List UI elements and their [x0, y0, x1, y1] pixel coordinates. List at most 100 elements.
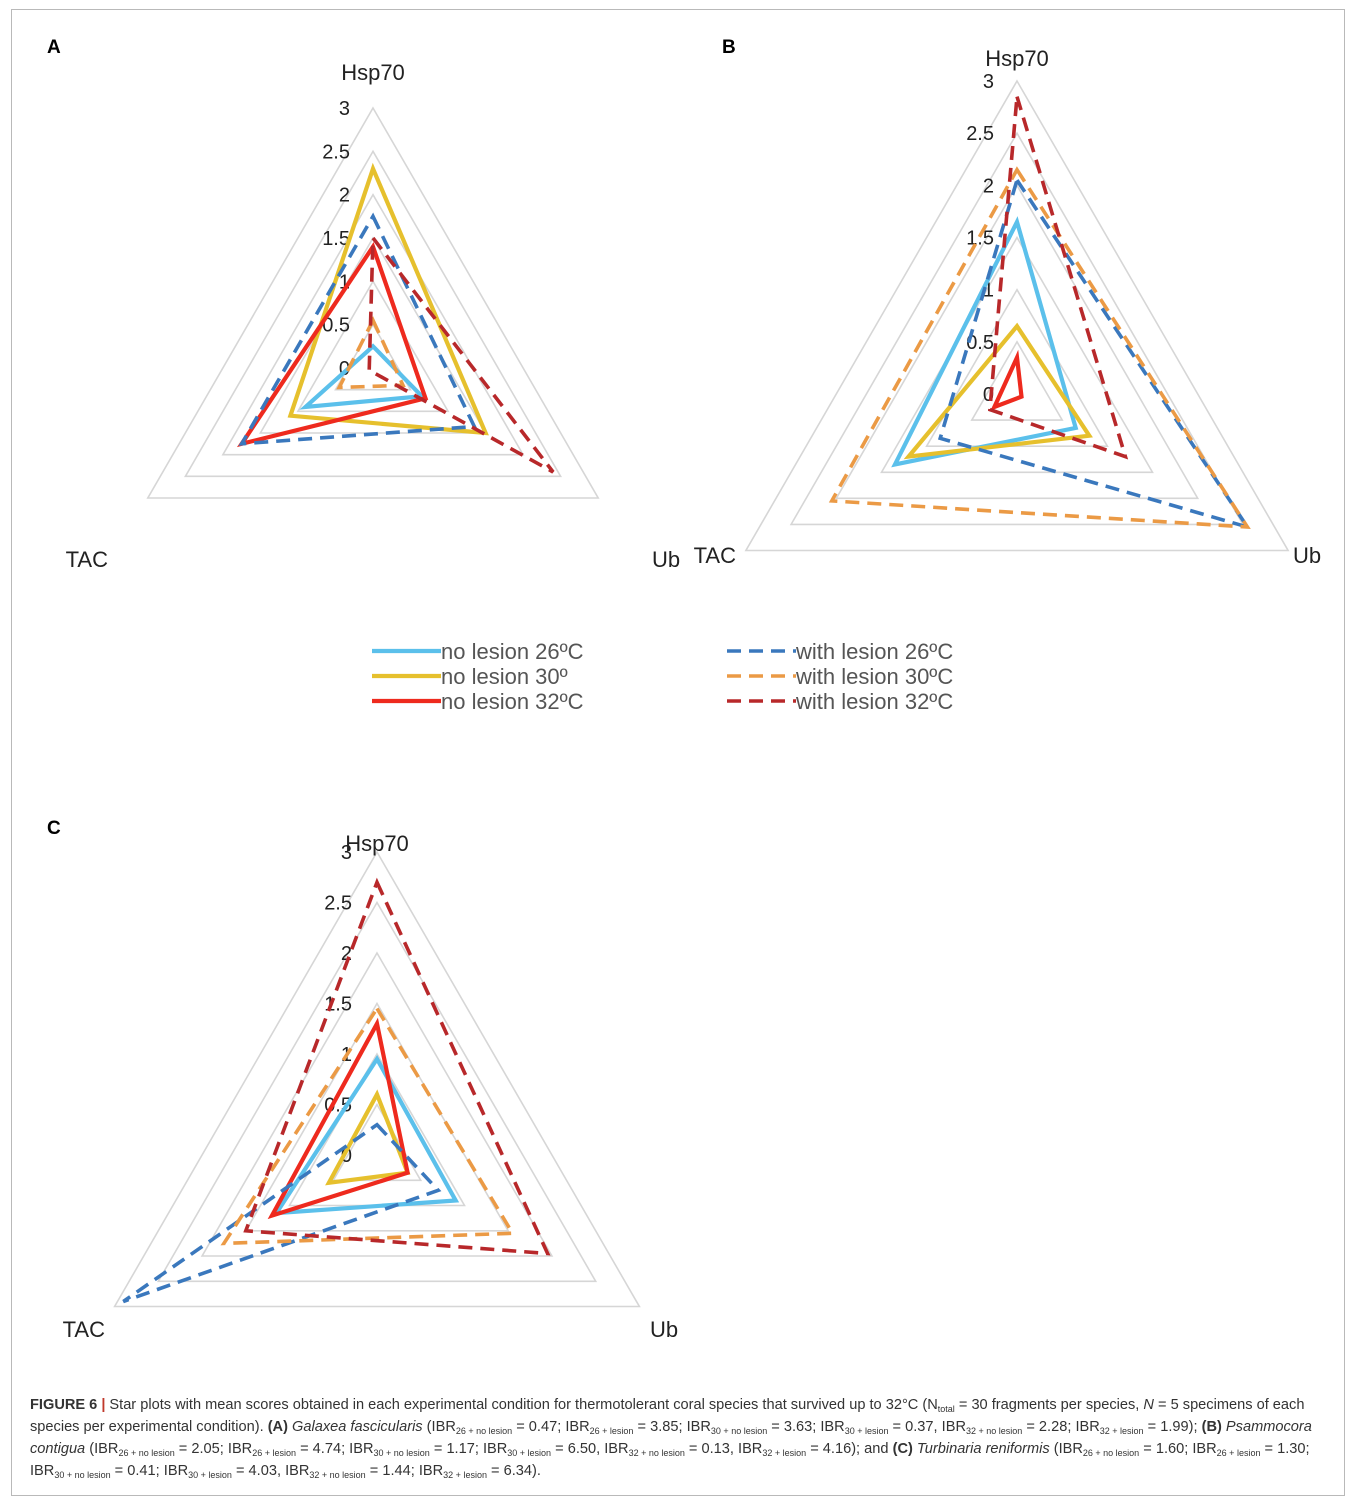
- ibr-value: 4.74: [312, 1441, 342, 1457]
- legend-label-nl30: no lesion 30º: [441, 664, 568, 689]
- ibr-subscript: 30 + no lesion: [710, 1426, 768, 1436]
- axis-label-hsp70: Hsp70: [985, 46, 1049, 71]
- n-specimens-symbol: N: [1143, 1397, 1154, 1413]
- caption-panel-tag: (B): [1201, 1419, 1222, 1435]
- ibr-subscript: 26 + lesion: [589, 1426, 634, 1436]
- caption-panel-tag: (A): [267, 1419, 288, 1435]
- ibr-value: 0.13: [701, 1441, 730, 1457]
- ibr-subscript: 26 + lesion: [252, 1448, 297, 1458]
- tick-label: 0: [339, 358, 350, 380]
- series-line-with-lesion-26-c: [122, 1122, 442, 1304]
- tick-label: 3: [983, 71, 994, 93]
- caption-panel-tag: (C): [892, 1441, 913, 1457]
- series-line-no-lesion-32-c: [236, 242, 429, 448]
- tick-label: 0: [341, 1145, 352, 1167]
- ibr-subscript: 30 + no lesion: [373, 1448, 430, 1458]
- legend-label-wl32: with lesion 32ºC: [795, 689, 953, 714]
- series-line-no-lesion-32-c: [990, 349, 1024, 411]
- series-line-with-lesion-26-c: [238, 212, 478, 446]
- legend-label-nl26: no lesion 26ºC: [441, 639, 584, 664]
- ibr-value: 1.44: [382, 1463, 411, 1479]
- tick-label: 0.5: [966, 332, 994, 354]
- series-line-no-lesion-26-c: [272, 1054, 460, 1216]
- tick-label: 0: [983, 384, 994, 406]
- series-line-no-lesion-26-c: [299, 343, 427, 410]
- ibr-value: 1.17: [446, 1441, 475, 1457]
- ibr-value: 4.16: [822, 1441, 852, 1457]
- series-line-with-lesion-30-c: [220, 1005, 516, 1246]
- panel-letter-a: A: [47, 37, 61, 58]
- ibr-subscript: 30 + lesion: [507, 1448, 552, 1458]
- grid-ring-1: [334, 323, 412, 391]
- caption-species-name: Psammocora contigua: [30, 1419, 1312, 1457]
- grid-ring-6: [744, 79, 1290, 552]
- ibr-value: 6.34: [503, 1463, 533, 1479]
- tick-label: 1: [339, 271, 350, 293]
- ibr-subscript: 26 + lesion: [1216, 1448, 1261, 1458]
- series-line-no-lesion-30-: [325, 1089, 411, 1186]
- panel-letter-b: B: [722, 37, 736, 58]
- caption-species-name: Turbinaria reniformis: [916, 1441, 1050, 1457]
- series-line-with-lesion-30-c: [336, 316, 406, 390]
- ibr-value: 0.37: [905, 1419, 934, 1435]
- figure-caption: FIGURE 6 | Star plots with mean scores obt…: [30, 1394, 1330, 1482]
- figure-plots: Hsp70 Ub TAC 0 0.5 1 1.5 2 2.5 3 A Hsp70 Ub TAC 0 0.5 1…: [47, 37, 1322, 1342]
- legend-label-wl30: with lesion 30ºC: [795, 664, 953, 689]
- series-line-with-lesion-32-c: [243, 877, 551, 1256]
- axis-label-tac: TAC: [66, 547, 108, 572]
- axis-label-tac: TAC: [694, 543, 736, 568]
- axis-label-ub: Ub: [1293, 543, 1321, 568]
- series-line-no-lesion-32-c: [267, 1017, 411, 1220]
- grid-ring-3: [244, 1001, 510, 1232]
- series-line-with-lesion-26-c: [937, 175, 1252, 531]
- grid-ring-6: [146, 106, 600, 499]
- tick-label: 2: [341, 943, 352, 965]
- ibr-value: 0.47: [528, 1419, 558, 1435]
- tick-label: 1.5: [324, 994, 352, 1016]
- ibr-value: 2.28: [1038, 1419, 1068, 1435]
- axis-label-hsp70: Hsp70: [345, 831, 409, 856]
- grid-ring-5: [184, 149, 562, 478]
- grid-ring-5: [789, 131, 1245, 526]
- tick-label: 2: [339, 185, 350, 207]
- tick-label: 3: [339, 98, 350, 120]
- ibr-value: 4.03: [248, 1463, 277, 1479]
- tick-label: 2.5: [324, 893, 352, 915]
- legend-label-nl32: no lesion 32ºC: [441, 689, 584, 714]
- ibr-value: 1.30: [1277, 1441, 1306, 1457]
- series-line-with-lesion-32-c: [367, 232, 555, 474]
- ibr-value: 1.60: [1155, 1441, 1185, 1457]
- tick-label: 2.5: [322, 141, 350, 163]
- ibr-subscript: 30 + no lesion: [54, 1470, 111, 1480]
- ibr-subscript: 32 + lesion: [1099, 1426, 1144, 1436]
- grid-ring-5: [156, 900, 598, 1283]
- n-total-text: = 30 fragments per species,: [954, 1397, 1144, 1413]
- tick-label: 3: [341, 842, 352, 864]
- ibr-subscript: 32 + lesion: [762, 1448, 807, 1458]
- n-specimens-text: = 5 specimens of each species per experi…: [30, 1397, 1305, 1435]
- panel-b-radar-chart: Hsp70 Ub TAC 0 0.5 1 1.5 2 2.5 3 B: [694, 37, 1322, 568]
- caption-separator: |: [101, 1397, 106, 1413]
- ibr-subscript: 26 + no lesion: [455, 1426, 513, 1436]
- tick-label: 1: [983, 280, 994, 302]
- grid-ring-4: [834, 183, 1200, 500]
- ibr-subscript: 32 + no lesion: [965, 1426, 1023, 1436]
- ibr-subscript: 32 + no lesion: [628, 1448, 685, 1458]
- ibr-value: 6.50: [567, 1441, 597, 1457]
- tick-label: 2.5: [966, 123, 994, 145]
- tick-label: 1.5: [322, 228, 350, 250]
- tick-label: 1.5: [966, 228, 994, 250]
- caption-lead: Star plots with mean scores obtained in …: [109, 1397, 928, 1413]
- panel-letter-c: C: [47, 818, 61, 839]
- n-total-symbol: N: [927, 1397, 938, 1413]
- ibr-value: 3.63: [783, 1419, 813, 1435]
- ibr-subscript: 30 + lesion: [188, 1470, 232, 1480]
- grid-ring-4: [221, 193, 525, 456]
- series-line-with-lesion-32-c: [987, 96, 1129, 460]
- figure-label: FIGURE 6: [30, 1397, 98, 1413]
- ibr-value: 3.85: [650, 1419, 679, 1435]
- figure-frame: [11, 9, 1345, 1496]
- series-line-no-lesion-30-: [903, 322, 1093, 460]
